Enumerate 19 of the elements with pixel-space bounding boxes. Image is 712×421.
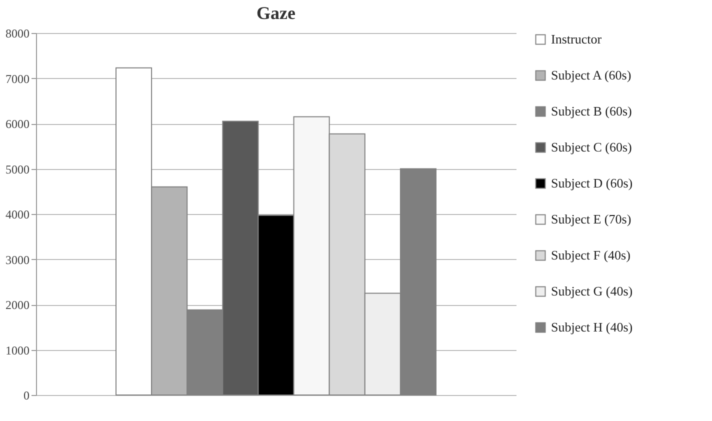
y-tick-label: 8000 [6, 26, 30, 40]
legend-label: Subject G (40s) [551, 284, 633, 298]
legend-label: Instructor [551, 32, 602, 46]
legend-label: Subject F (40s) [551, 248, 630, 262]
y-tick-label: 4000 [6, 208, 30, 222]
y-tick-label: 1000 [6, 343, 30, 358]
chart-title: Gaze [256, 3, 296, 23]
y-tick-label: 7000 [6, 72, 30, 86]
legend-label: Subject D (60s) [551, 176, 633, 190]
legend-label: Subject H (40s) [551, 320, 633, 334]
legend-label: Subject E (70s) [551, 212, 632, 226]
y-tick-label: 2000 [6, 298, 30, 312]
legend-label: Subject A (60s) [551, 68, 632, 82]
y-tick-label: 0 [24, 388, 30, 402]
y-tick-label: 5000 [6, 162, 30, 176]
legend-label: Subject C (60s) [551, 140, 632, 154]
y-tick-label: 3000 [6, 252, 30, 267]
y-tick-label: 6000 [6, 117, 30, 131]
legend-label: Subject B (60s) [551, 104, 632, 118]
